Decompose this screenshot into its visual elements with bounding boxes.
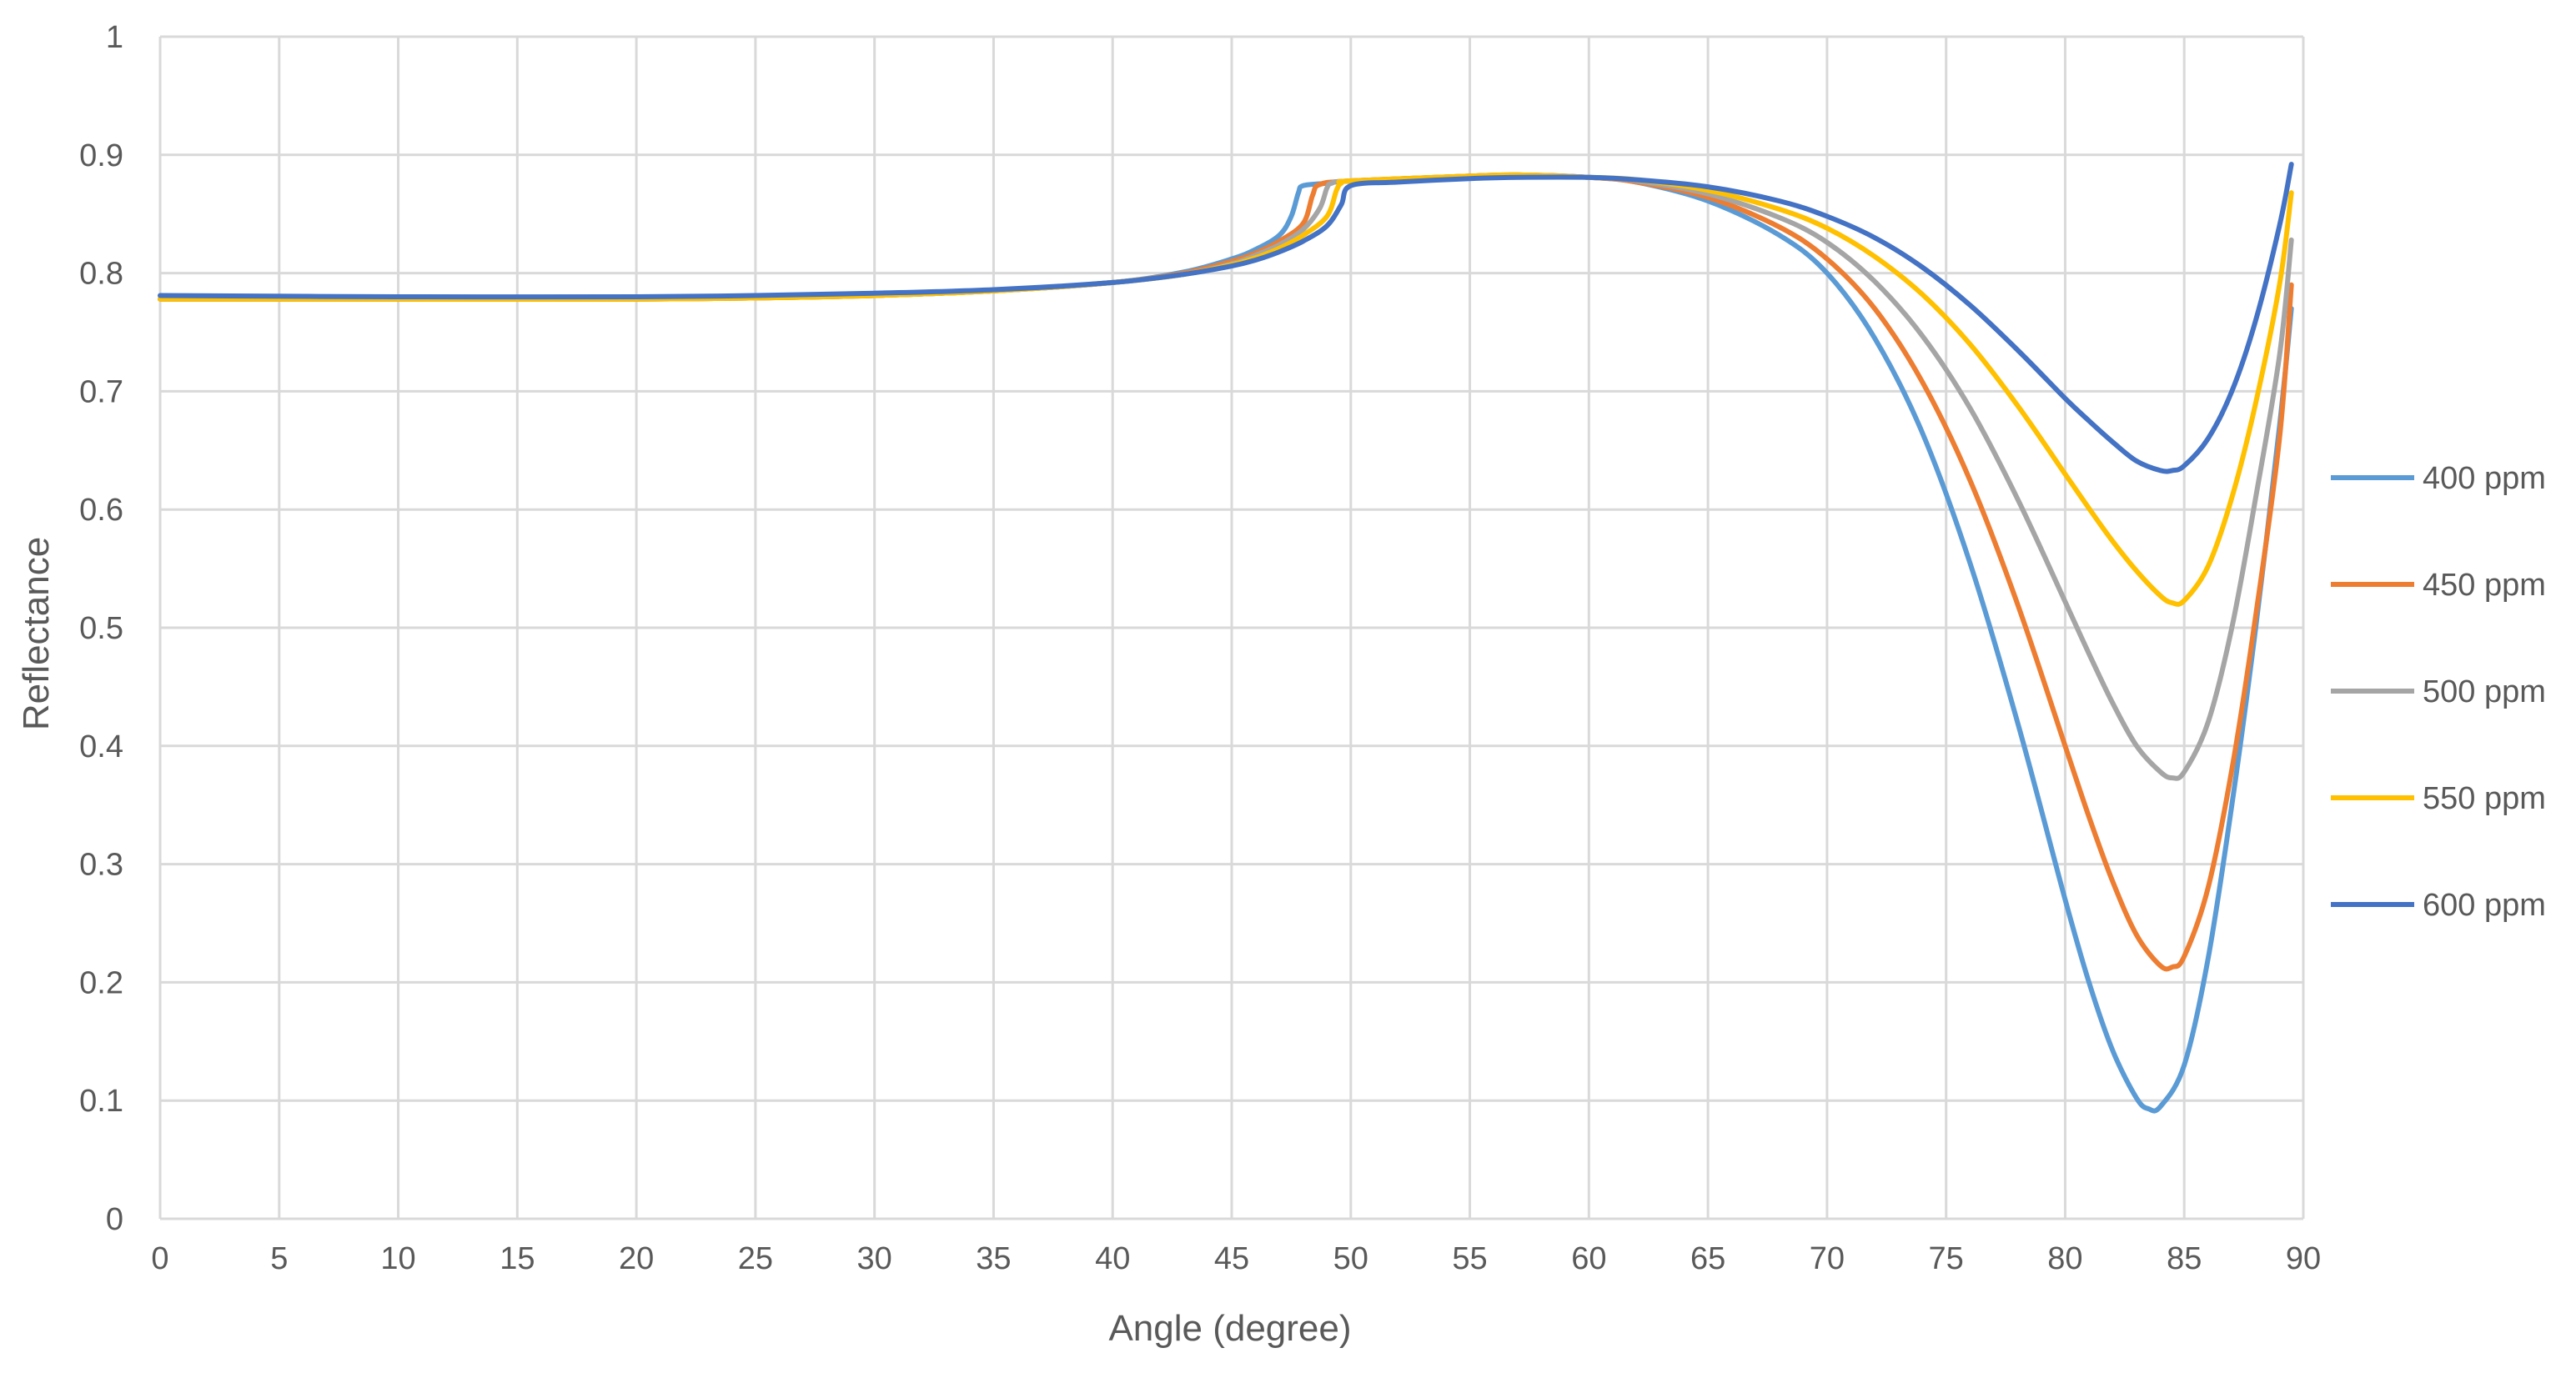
- series-line-600-ppm: [158, 162, 2294, 474]
- y-tick-label: 0.6: [79, 493, 123, 528]
- y-tick-label: 0.4: [79, 729, 123, 764]
- x-tick-label: 65: [1690, 1241, 1725, 1276]
- x-tick-label: 15: [500, 1241, 535, 1276]
- gridlines: [158, 35, 2305, 1220]
- x-tick-label: 75: [1929, 1241, 1964, 1276]
- x-tick-label: 20: [619, 1241, 654, 1276]
- x-tick-label: 25: [738, 1241, 773, 1276]
- legend-item: 550 ppm: [2331, 781, 2546, 816]
- legend-item: 500 ppm: [2331, 674, 2546, 709]
- x-tick-label: 40: [1095, 1241, 1130, 1276]
- x-tick-label: 90: [2286, 1241, 2321, 1276]
- x-tick-label: 60: [1571, 1241, 1606, 1276]
- x-tick-label: 70: [1810, 1241, 1845, 1276]
- legend: 400 ppm 450 ppm 500 ppm 550 ppm 600 ppm: [2331, 461, 2546, 923]
- x-tick-label: 35: [976, 1241, 1011, 1276]
- x-tick-label: 5: [270, 1241, 288, 1276]
- x-axis-ticks: 0 5 10 15 20 25 30 35 40 45 50 55 60 65 70 75 80 85 90: [151, 1241, 2321, 1276]
- legend-item: 450 ppm: [2331, 568, 2546, 603]
- x-tick-label: 30: [857, 1241, 892, 1276]
- x-tick-label: 80: [2047, 1241, 2082, 1276]
- x-tick-label: 10: [380, 1241, 415, 1276]
- y-axis-title: Reflectance: [16, 537, 57, 730]
- x-tick-label: 45: [1214, 1241, 1249, 1276]
- legend-label: 450 ppm: [2423, 568, 2546, 603]
- y-tick-label: 0.5: [79, 611, 123, 646]
- y-tick-label: 0.3: [79, 848, 123, 883]
- y-tick-label: 0.8: [79, 257, 123, 292]
- legend-label: 600 ppm: [2423, 888, 2546, 923]
- legend-item: 600 ppm: [2331, 888, 2546, 923]
- y-tick-label: 0.1: [79, 1084, 123, 1119]
- y-tick-label: 0.2: [79, 965, 123, 1000]
- y-tick-label: 1: [106, 20, 123, 55]
- y-tick-label: 0.7: [79, 374, 123, 409]
- x-tick-label: 0: [151, 1241, 168, 1276]
- legend-label: 400 ppm: [2423, 461, 2546, 496]
- series-group: [158, 162, 2294, 1114]
- y-tick-label: 0.9: [79, 138, 123, 173]
- x-tick-label: 85: [2167, 1241, 2202, 1276]
- x-tick-label: 55: [1452, 1241, 1487, 1276]
- y-tick-label: 0: [106, 1202, 123, 1237]
- x-axis-title: Angle (degree): [1108, 1308, 1351, 1349]
- x-tick-label: 50: [1333, 1241, 1368, 1276]
- y-axis-ticks: 0 0.1 0.2 0.3 0.4 0.5 0.6 0.7 0.8 0.9 1: [79, 20, 123, 1237]
- legend-label: 550 ppm: [2423, 781, 2546, 816]
- legend-item: 400 ppm: [2331, 461, 2546, 496]
- legend-label: 500 ppm: [2423, 674, 2546, 709]
